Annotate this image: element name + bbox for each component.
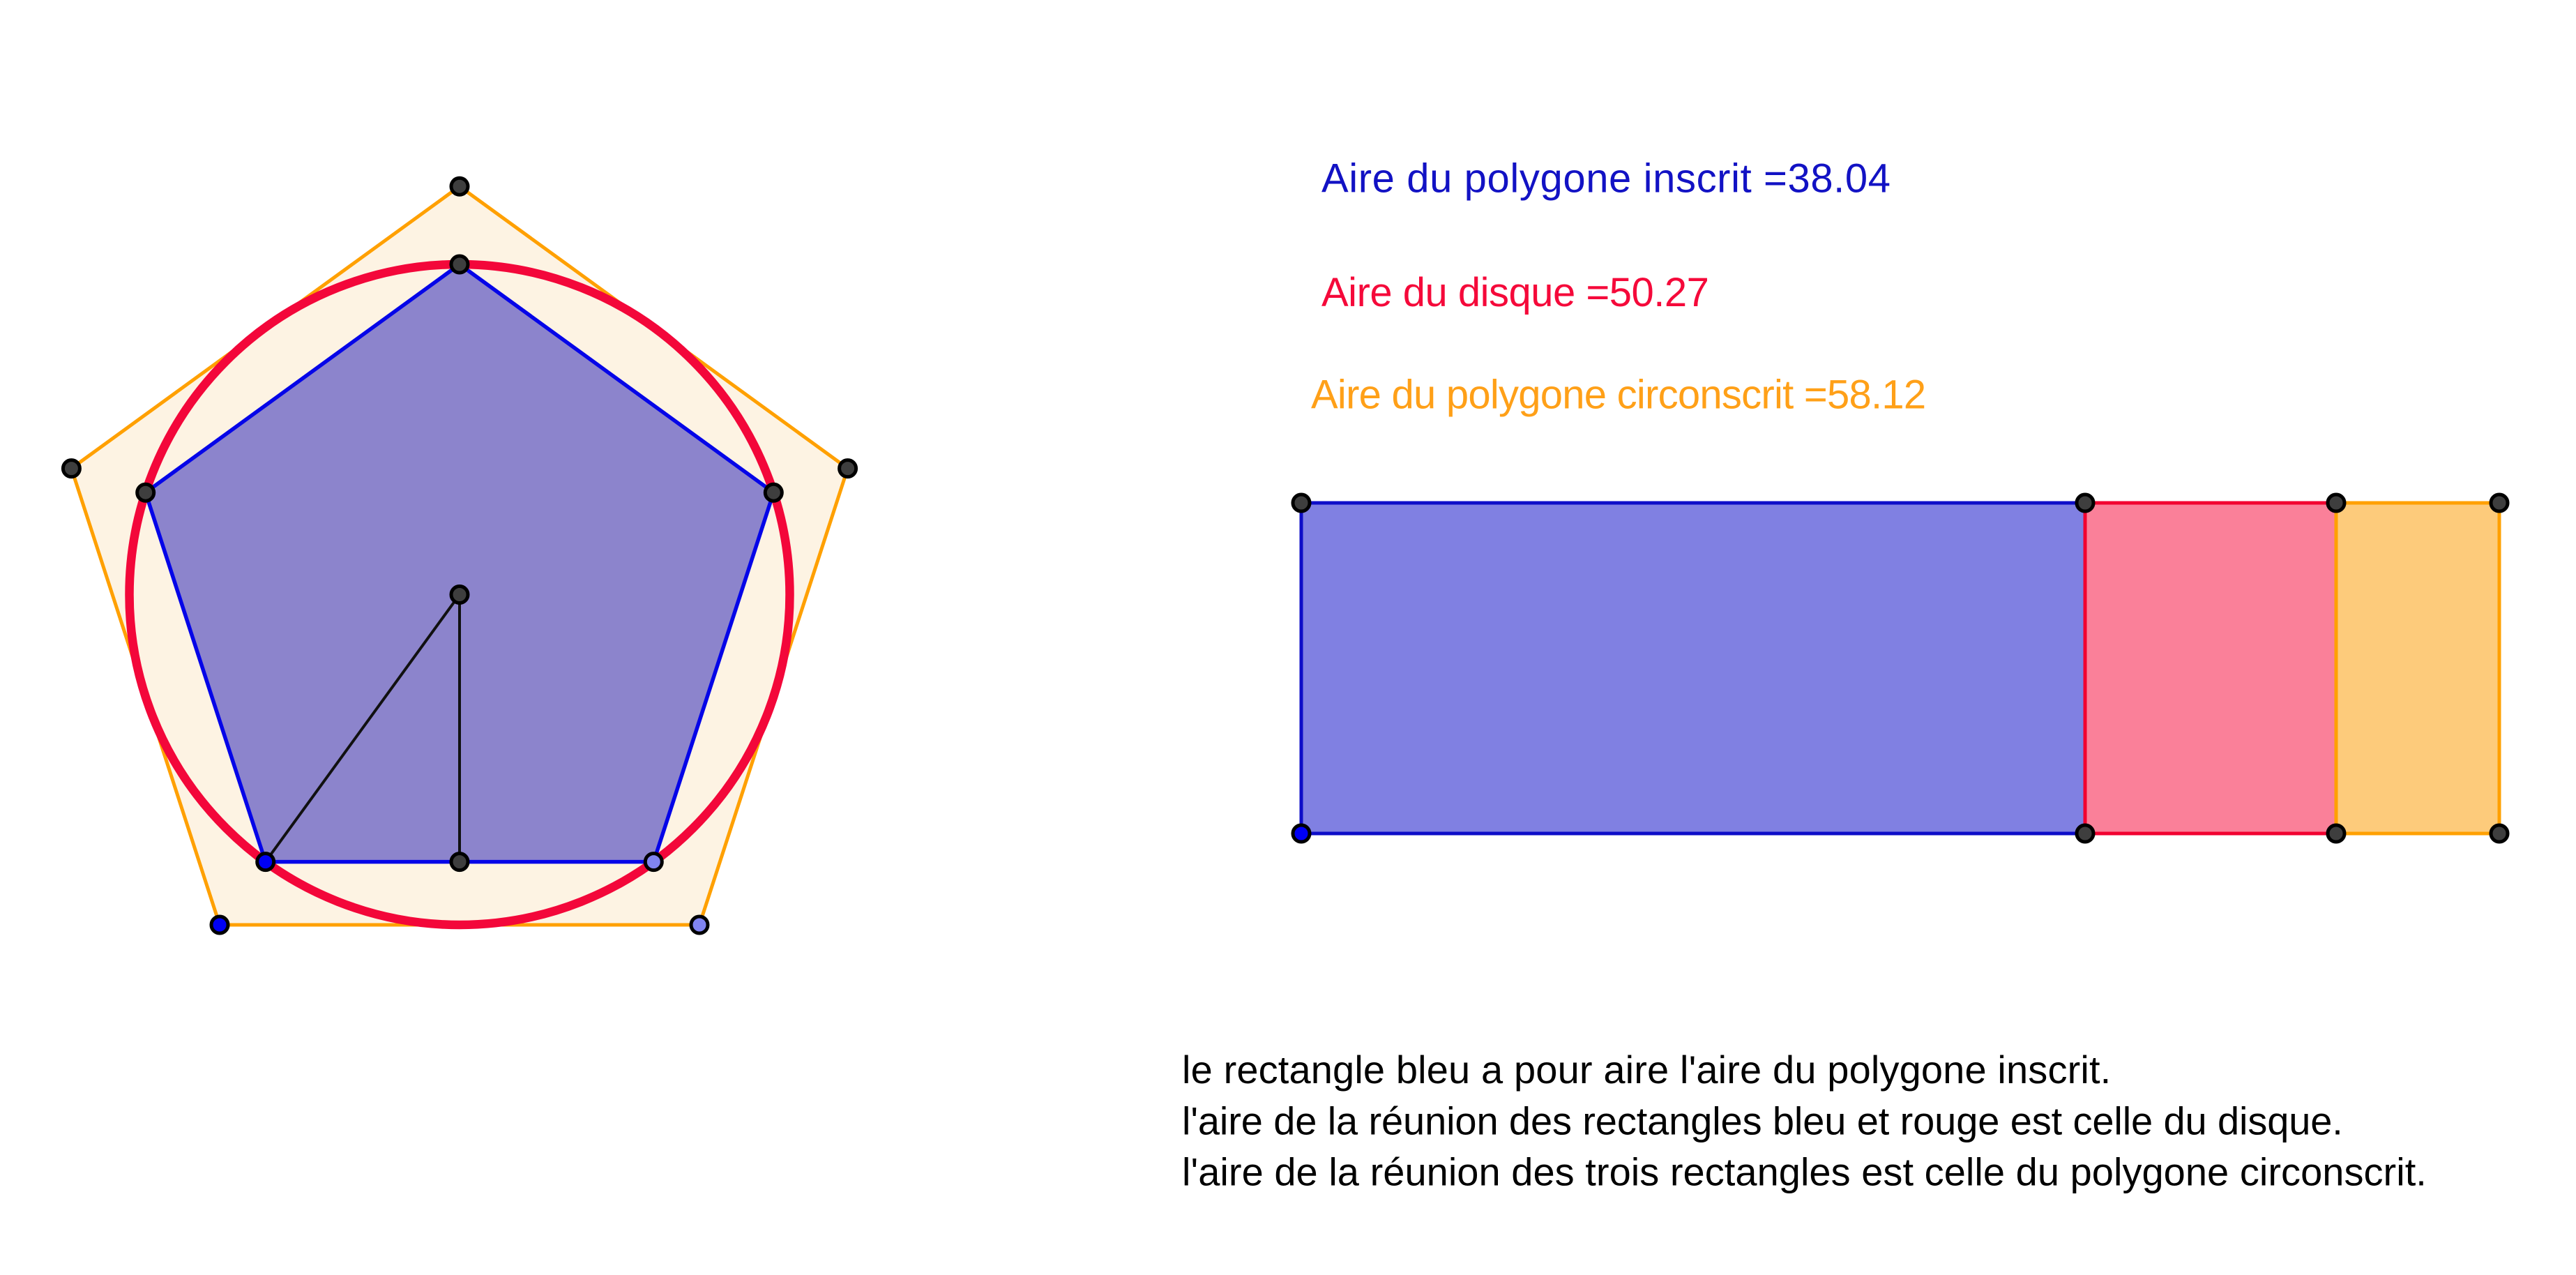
svg-text:le rectangle bleu a pour aire: le rectangle bleu a pour aire l'aire du … [1182, 1048, 2111, 1092]
svg-text:Aire du disque =50.27: Aire du disque =50.27 [1321, 270, 1709, 315]
svg-text:l'aire de la réunion des trois: l'aire de la réunion des trois rectangle… [1182, 1150, 2427, 1194]
svg-text:l'aire de la réunion des recta: l'aire de la réunion des rectangles bleu… [1182, 1099, 2343, 1142]
svg-text:Aire du polygone circonscrit =: Aire du polygone circonscrit =58.12 [1311, 372, 1925, 418]
svg-text:Aire du polygone inscrit =38.0: Aire du polygone inscrit =38.04 [1321, 156, 1891, 202]
